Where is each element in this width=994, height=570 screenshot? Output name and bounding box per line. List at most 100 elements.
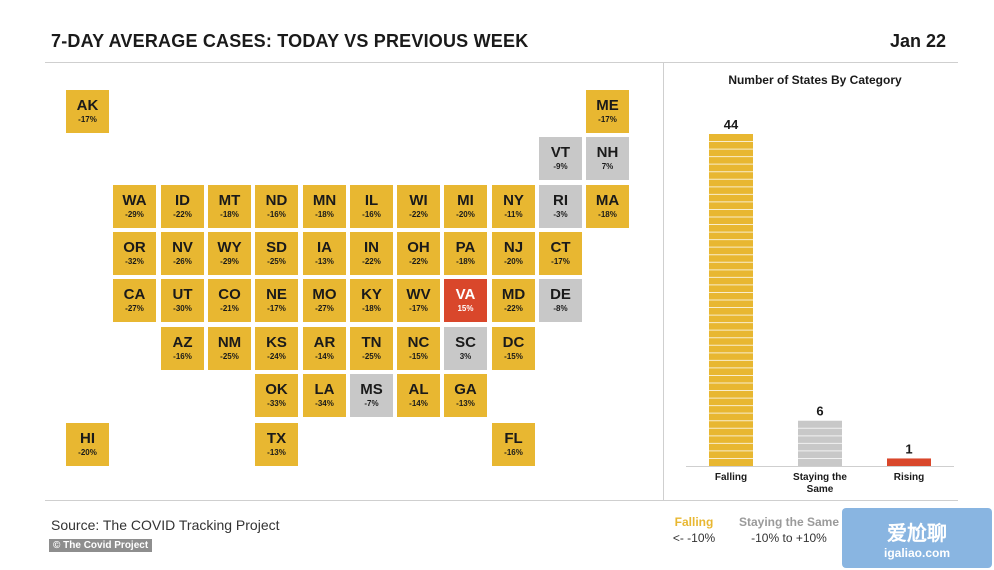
legend-falling-range: <- -10% xyxy=(672,531,716,545)
falling-bar: 44 Falling xyxy=(709,117,753,483)
state-abbr: NH xyxy=(596,144,619,161)
state-change: -16% xyxy=(362,210,381,219)
state-abbr: NM xyxy=(217,334,242,351)
state-abbr: NV xyxy=(172,239,193,256)
state-change: -25% xyxy=(267,257,286,266)
bar-category-label: Rising xyxy=(894,472,925,483)
state-abbr: IN xyxy=(364,239,379,256)
state-abbr: AK xyxy=(76,97,99,114)
state-abbr: MD xyxy=(501,286,526,303)
state-change: -17% xyxy=(598,115,617,124)
state-tile-dc: DC -15% xyxy=(492,327,535,370)
state-tile-ok: OK -33% xyxy=(255,374,298,417)
state-tile-la: LA -34% xyxy=(303,374,346,417)
state-abbr: ME xyxy=(596,97,619,114)
state-tile-ny: NY -11% xyxy=(492,185,535,228)
state-change: -16% xyxy=(504,448,523,457)
state-tile-oh: OH -22% xyxy=(397,232,440,275)
state-change: -34% xyxy=(315,399,334,408)
state-abbr: KY xyxy=(361,286,382,303)
state-change: -17% xyxy=(409,304,428,313)
state-change: -7% xyxy=(364,399,379,408)
bar-category-label: Staying the Same xyxy=(793,472,847,495)
chart-date: Jan 22 xyxy=(889,31,946,51)
state-change: -17% xyxy=(551,257,570,266)
state-tile-nm: NM -25% xyxy=(208,327,251,370)
state-change: -15% xyxy=(504,352,523,361)
state-tile-va: VA 15% xyxy=(444,279,487,322)
state-tile-ar: AR -14% xyxy=(303,327,346,370)
state-tile-az: AZ -16% xyxy=(161,327,204,370)
state-tile-de: DE -8% xyxy=(539,279,582,322)
chart-title: 7-DAY AVERAGE CASES: TODAY VS PREVIOUS W… xyxy=(51,31,529,51)
state-abbr: VT xyxy=(550,144,571,161)
state-tile-al: AL -14% xyxy=(397,374,440,417)
state-change: -13% xyxy=(315,257,334,266)
state-abbr: TX xyxy=(266,430,287,447)
legend-same-label: Staying the Same xyxy=(738,515,840,529)
state-abbr: PA xyxy=(455,239,476,256)
state-change: -14% xyxy=(409,399,428,408)
state-abbr: MN xyxy=(312,192,337,209)
source-note: Source: The COVID Tracking Project xyxy=(51,517,280,533)
state-change: -16% xyxy=(173,352,192,361)
legend-same: Staying the Same -10% to +10% xyxy=(733,515,845,545)
state-abbr: WV xyxy=(406,286,431,303)
state-tile-ky: KY -18% xyxy=(350,279,393,322)
same-bar: 6 Staying the Same xyxy=(793,404,847,495)
state-change: -22% xyxy=(504,304,523,313)
state-tile-in: IN -22% xyxy=(350,232,393,275)
state-abbr: UT xyxy=(172,286,193,303)
state-abbr: AR xyxy=(313,334,336,351)
state-abbr: NJ xyxy=(503,239,524,256)
state-tile-ut: UT -30% xyxy=(161,279,204,322)
state-change: -20% xyxy=(504,257,523,266)
state-abbr: AZ xyxy=(172,334,193,351)
state-change: -21% xyxy=(220,304,239,313)
state-tile-nv: NV -26% xyxy=(161,232,204,275)
state-tile-ia: IA -13% xyxy=(303,232,346,275)
state-change: -17% xyxy=(78,115,97,124)
state-change: -27% xyxy=(315,304,334,313)
state-tile-vt: VT -9% xyxy=(539,137,582,180)
state-abbr: KS xyxy=(266,334,287,351)
state-abbr: CO xyxy=(218,286,241,303)
state-change: 15% xyxy=(457,304,474,313)
state-change: -18% xyxy=(598,210,617,219)
state-tile-tn: TN -25% xyxy=(350,327,393,370)
state-tile-wy: WY -29% xyxy=(208,232,251,275)
state-abbr: MA xyxy=(595,192,620,209)
state-abbr: DE xyxy=(550,286,571,303)
top-divider xyxy=(45,62,958,63)
watermark-brand: 爱尬聊 xyxy=(887,522,947,545)
state-tile-nc: NC -15% xyxy=(397,327,440,370)
state-abbr: OK xyxy=(265,381,288,398)
state-abbr: NE xyxy=(266,286,287,303)
state-tile-md: MD -22% xyxy=(492,279,535,322)
state-change: -24% xyxy=(267,352,286,361)
state-tile-ks: KS -24% xyxy=(255,327,298,370)
state-tile-ms: MS -7% xyxy=(350,374,393,417)
rising-bar: 1 Rising xyxy=(887,441,931,483)
state-abbr: ND xyxy=(265,192,288,209)
state-abbr: LA xyxy=(314,381,335,398)
state-change: -11% xyxy=(504,210,523,219)
state-change: 7% xyxy=(601,162,614,171)
state-tile-co: CO -21% xyxy=(208,279,251,322)
category-bar-chart: 44 Falling 6 Staying the Same 1 Rising xyxy=(686,117,954,495)
state-change: -18% xyxy=(362,304,381,313)
state-tile-wa: WA -29% xyxy=(113,185,156,228)
state-change: -16% xyxy=(267,210,286,219)
state-tile-ne: NE -17% xyxy=(255,279,298,322)
state-abbr: OR xyxy=(123,239,146,256)
state-change: -33% xyxy=(267,399,286,408)
state-tile-hi: HI -20% xyxy=(66,423,109,466)
state-change: -29% xyxy=(125,210,144,219)
state-abbr: NC xyxy=(407,334,430,351)
state-change: -13% xyxy=(267,448,286,457)
state-change: -30% xyxy=(173,304,192,313)
state-change: -22% xyxy=(173,210,192,219)
state-tile-fl: FL -16% xyxy=(492,423,535,466)
state-abbr: IL xyxy=(364,192,379,209)
state-abbr: MS xyxy=(360,381,383,398)
